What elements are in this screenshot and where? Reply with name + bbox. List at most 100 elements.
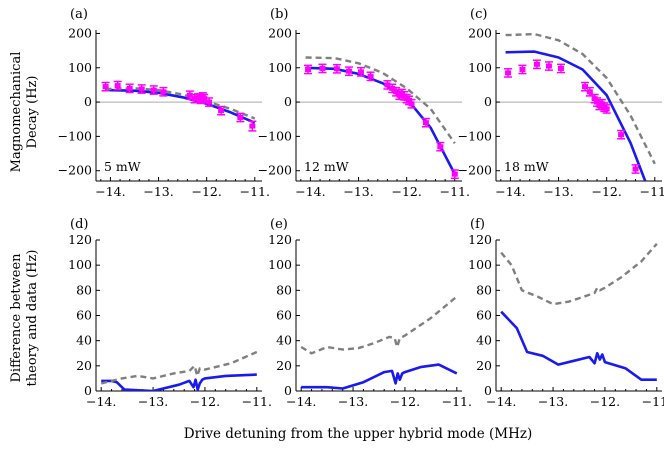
data-marker xyxy=(114,83,121,89)
x-tick-label: −11. xyxy=(442,394,472,409)
y-tick-label: 60 xyxy=(76,308,92,323)
data-marker xyxy=(319,65,326,71)
data-point xyxy=(217,105,226,116)
y-tick-label: 0 xyxy=(84,383,92,398)
data-marker xyxy=(408,101,415,107)
x-tick-label: −12. xyxy=(590,394,620,409)
y-tick-label: 0 xyxy=(484,383,492,398)
y-tick-label: 40 xyxy=(476,333,492,348)
data-marker xyxy=(191,96,198,102)
data-marker xyxy=(218,108,225,114)
x-tick-label: −13. xyxy=(343,184,373,199)
theory-solid-curve xyxy=(505,50,647,181)
data-marker xyxy=(603,106,610,112)
x-tick-label: −13. xyxy=(338,394,368,409)
x-tick-label: −13. xyxy=(143,184,173,199)
y-tick-label: −100 xyxy=(58,128,92,143)
theory-solid-curve xyxy=(105,88,256,124)
y-axis-label-top-line2: Decay (Hz) xyxy=(25,76,40,149)
data-marker xyxy=(150,87,157,93)
x-tick-label: −14. xyxy=(286,394,316,409)
x-axis-label: Drive detuning from the upper hybrid mod… xyxy=(184,426,532,442)
data-marker xyxy=(249,123,256,129)
data-point xyxy=(436,141,445,152)
data-point xyxy=(631,164,640,174)
data-marker xyxy=(586,89,593,95)
y-tick-label: 80 xyxy=(76,282,92,297)
data-point xyxy=(585,86,594,97)
power-annotation: 18 mW xyxy=(504,159,549,174)
data-point xyxy=(450,169,459,180)
data-point xyxy=(504,68,513,78)
x-tick-label: −12. xyxy=(591,184,621,199)
y-tick-label: 100 xyxy=(68,257,92,272)
y-tick-label: −200 xyxy=(58,163,92,178)
y-tick-label: 120 xyxy=(268,232,292,247)
x-tick-label: −11. xyxy=(440,184,470,199)
y-tick-label: 80 xyxy=(276,282,292,297)
y-axis-label-bottom-line1: Difference between xyxy=(9,253,24,383)
y-tick-label: −200 xyxy=(458,163,492,178)
data-point xyxy=(113,80,122,91)
x-tick-label: −12. xyxy=(391,184,421,199)
data-marker xyxy=(618,132,625,138)
data-marker xyxy=(451,171,458,177)
y-tick-label: −200 xyxy=(258,163,292,178)
data-marker xyxy=(422,120,429,126)
y-tick-label: 20 xyxy=(476,358,492,373)
y-tick-label: −100 xyxy=(258,128,292,143)
y-tick-label: 100 xyxy=(268,257,292,272)
x-tick-label: −11. xyxy=(640,184,664,199)
theory-solid-curve xyxy=(101,373,257,391)
panel-a: −200 −100 0 100 200 −14. −13. −12. −11. (a) 5 mW xyxy=(58,7,270,199)
y-tick-label: 0 xyxy=(284,383,292,398)
data-point xyxy=(544,61,553,71)
y-tick-label: 120 xyxy=(68,232,92,247)
data-point xyxy=(356,67,365,77)
data-point xyxy=(205,97,214,107)
y-tick-label: −100 xyxy=(458,128,492,143)
y-tick-label: 60 xyxy=(276,308,292,323)
panel-e: 0 20 40 60 80 100 120 −14. −13. −12. −11. (e) xyxy=(268,217,472,409)
data-marker xyxy=(533,61,540,67)
y-tick-label: 100 xyxy=(468,257,492,272)
y-tick-label: 200 xyxy=(68,25,92,40)
theory-dashed-curve xyxy=(100,350,258,385)
data-point xyxy=(532,59,541,70)
data-marker xyxy=(367,73,374,79)
panel-label: (c) xyxy=(470,7,487,22)
y-tick-label: 60 xyxy=(476,308,492,323)
data-point xyxy=(304,64,313,75)
y-tick-label: 200 xyxy=(468,25,492,40)
y-tick-label: 20 xyxy=(276,358,292,373)
data-marker xyxy=(102,84,109,90)
data-point xyxy=(602,104,611,114)
x-tick-label: −11. xyxy=(242,394,272,409)
data-point xyxy=(236,112,245,123)
data-marker xyxy=(305,66,312,72)
x-tick-label: −11. xyxy=(240,184,270,199)
x-tick-label: −13. xyxy=(543,184,573,199)
y-tick-label: 100 xyxy=(68,60,92,75)
data-point xyxy=(159,86,168,97)
data-marker xyxy=(186,92,193,98)
y-axis-label-bottom-line2: theory and data (Hz) xyxy=(25,250,40,387)
theory-solid-curve xyxy=(500,310,657,382)
y-axis-label-top-line1: Magnomechanical xyxy=(9,52,24,173)
panel-b: −200 −100 0 100 200 −14. −13. −12. −11. (b) 12 mW xyxy=(258,7,470,199)
x-tick-label: −13. xyxy=(138,394,168,409)
data-marker xyxy=(401,93,408,99)
data-point xyxy=(421,117,430,128)
x-tick-label: −14. xyxy=(495,184,525,199)
data-marker xyxy=(437,144,444,150)
data-marker xyxy=(138,86,145,92)
y-tick-label: 0 xyxy=(484,94,492,109)
data-point xyxy=(125,83,134,94)
data-point xyxy=(344,66,353,77)
data-marker xyxy=(126,85,133,91)
x-tick-label: −13. xyxy=(538,394,568,409)
data-point xyxy=(185,90,194,101)
panel-label: (f) xyxy=(470,217,485,232)
data-marker xyxy=(201,96,208,102)
y-tick-label: 100 xyxy=(268,60,292,75)
